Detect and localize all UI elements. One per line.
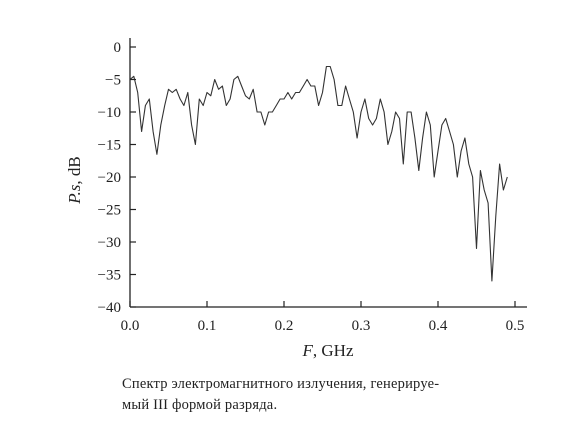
- y-ticks: 0 −5 −10 −15 −20 −25 −30 −35 −40: [98, 40, 136, 316]
- y-tick-label: −15: [98, 138, 121, 154]
- x-tick-label: 0.1: [198, 318, 217, 334]
- y-tick-label: −20: [98, 170, 121, 186]
- figure-caption: Спектр электромагнитного излучения, гене…: [122, 374, 542, 416]
- x-tick-label: 0.0: [121, 318, 140, 334]
- y-tick-label: −25: [98, 203, 121, 219]
- caption-line-2: мый III формой разряда.: [122, 397, 278, 413]
- spectrum-chart: 0.0 0.1 0.2 0.3 0.4 0.5 0 −5 −10 −15 −20 −25 −30 −35…: [65, 38, 527, 360]
- y-tick-label: −35: [98, 268, 121, 284]
- y-tick-label: 0: [114, 40, 122, 56]
- x-tick-label: 0.4: [429, 318, 448, 334]
- y-tick-label: −10: [98, 105, 121, 121]
- spectrum-line: [129, 65, 508, 282]
- x-tick-label: 0.3: [352, 318, 371, 334]
- y-tick-label: −5: [105, 73, 121, 89]
- x-tick-label: 0.2: [275, 318, 294, 334]
- x-axis-label: F, GHz: [302, 341, 354, 360]
- y-tick-label: −30: [98, 235, 121, 251]
- plot-area: [129, 65, 508, 282]
- y-tick-label: −40: [98, 300, 121, 316]
- caption-line-1: Спектр электромагнитного излучения, гене…: [122, 376, 440, 392]
- y-axis-label: P.s, dB: [65, 156, 84, 204]
- x-tick-label: 0.5: [506, 318, 525, 334]
- x-ticks: 0.0 0.1 0.2 0.3 0.4 0.5: [121, 301, 525, 334]
